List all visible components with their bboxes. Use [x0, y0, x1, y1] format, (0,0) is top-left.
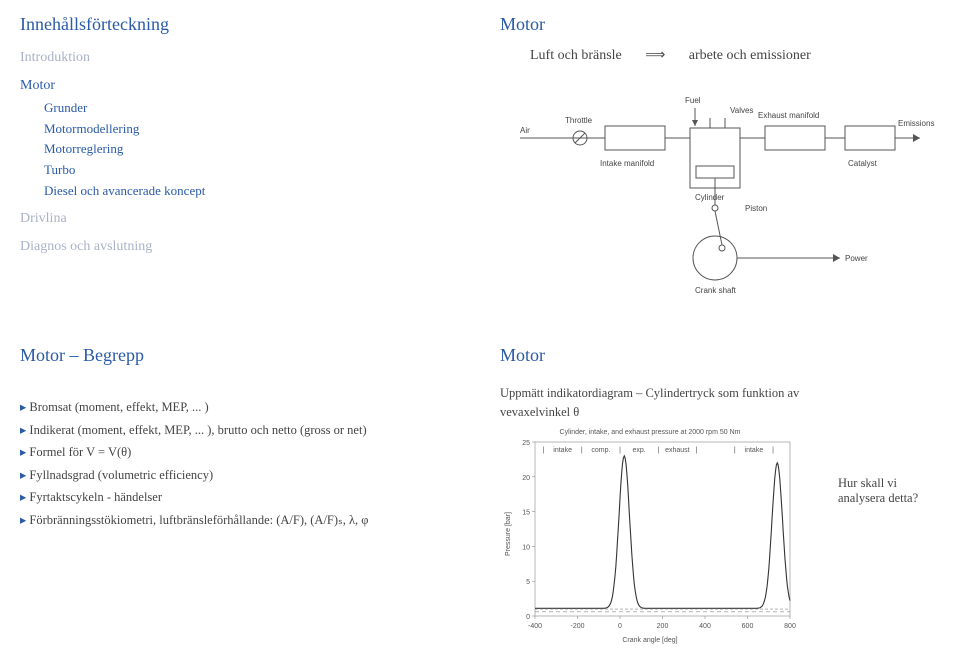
bullets-list: Bromsat (moment, effekt, MEP, ... )Indik… — [20, 396, 460, 531]
bullet-item: Indikerat (moment, effekt, MEP, ... ), b… — [20, 419, 460, 442]
svg-text:|: | — [772, 447, 774, 454]
bullet-item: Förbränningsstökiometri, luftbränsleförh… — [20, 509, 460, 532]
toc-item: Turbo — [44, 160, 460, 181]
svg-text:Pressure [bar]: Pressure [bar] — [505, 512, 512, 556]
bullet-item: Formel för V = V(θ) — [20, 441, 460, 464]
engine-schematic: Air Throttle Intake manifold Fuel Valves Cyli… — [500, 78, 940, 318]
svg-text:|: | — [734, 447, 736, 454]
svg-text:800: 800 — [784, 623, 796, 630]
svg-text:-200: -200 — [570, 623, 584, 630]
svg-text:|: | — [696, 447, 698, 454]
svg-text:comp.: comp. — [591, 447, 610, 454]
toc-item: Introduktion — [20, 47, 460, 69]
quadrant-begrepp: Motor – Begrepp Bromsat (moment, effekt,… — [0, 331, 480, 662]
begrepp-title: Motor – Begrepp — [20, 345, 460, 366]
toc-item: Diagnos och avslutning — [20, 236, 460, 258]
svg-text:600: 600 — [742, 623, 754, 630]
toc-title: Innehållsförteckning — [20, 14, 460, 35]
bullet-item: Fyllnadsgrad (volumetric efficiency) — [20, 464, 460, 487]
toc-item: Drivlina — [20, 208, 460, 230]
svg-text:20: 20 — [522, 475, 530, 482]
chart-caption-2-text: vevaxelvinkel θ — [500, 405, 579, 419]
svg-text:Fuel: Fuel — [685, 96, 701, 105]
chart-slide-title: Motor — [500, 345, 940, 366]
toc-item: Motorreglering — [44, 139, 460, 160]
chart-caption-2: vevaxelvinkel θ — [500, 405, 830, 420]
svg-text:Air: Air — [520, 126, 530, 135]
svg-text:Intake manifold: Intake manifold — [600, 159, 654, 168]
motor-title: Motor — [500, 14, 940, 35]
bullet-item: Bromsat (moment, effekt, MEP, ... ) — [20, 396, 460, 419]
toc-item: Grunder — [44, 98, 460, 119]
svg-text:5: 5 — [526, 579, 530, 586]
svg-text:exp.: exp. — [633, 447, 646, 454]
svg-text:|: | — [619, 447, 621, 454]
svg-text:Exhaust manifold: Exhaust manifold — [758, 111, 819, 120]
svg-text:Throttle: Throttle — [565, 116, 593, 125]
svg-text:Crank angle [deg]: Crank angle [deg] — [622, 637, 677, 644]
svg-text:Emissions: Emissions — [898, 119, 934, 128]
svg-text:|: | — [657, 447, 659, 454]
svg-text:exhaust: exhaust — [665, 447, 690, 454]
formula-right: arbete och emissioner — [689, 48, 811, 63]
svg-text:intake: intake — [745, 447, 764, 454]
svg-text:|: | — [581, 447, 583, 454]
pressure-chart: Cylinder, intake, and exhaust pressure a… — [500, 424, 800, 644]
quadrant-chart: Motor Uppmätt indikatordiagram – Cylinde… — [480, 331, 960, 662]
quadrant-motor-schematic: Motor Luft och bränsle ⟹ arbete och emis… — [480, 0, 960, 331]
svg-text:intake: intake — [553, 447, 572, 454]
formula-line: Luft och bränsle ⟹ arbete och emissioner — [530, 47, 940, 64]
page: Innehållsförteckning IntroduktionMotorGr… — [0, 0, 960, 663]
svg-text:0: 0 — [526, 614, 530, 621]
toc-item: Motor — [20, 75, 460, 97]
bullet-item: Fyrtaktscykeln - händelser — [20, 486, 460, 509]
svg-text:Cylinder: Cylinder — [695, 193, 725, 202]
svg-text:-400: -400 — [528, 623, 542, 630]
chart-caption-1: Uppmätt indikatordiagram – Cylindertryck… — [500, 386, 830, 401]
svg-text:Valves: Valves — [730, 106, 753, 115]
svg-text:Piston: Piston — [745, 204, 767, 213]
toc-list: Introduktion MotorGrunderMotormodellering… — [20, 47, 460, 259]
arrow-icon: ⟹ — [645, 48, 665, 63]
svg-text:Catalyst: Catalyst — [848, 159, 878, 168]
svg-text:10: 10 — [522, 544, 530, 551]
svg-text:Crank shaft: Crank shaft — [695, 286, 737, 295]
svg-text:15: 15 — [522, 510, 530, 517]
svg-text:Power: Power — [845, 254, 868, 263]
svg-text:Cylinder, intake, and exhaust: Cylinder, intake, and exhaust pressure a… — [560, 429, 741, 436]
side-note: Hur skall vi analysera detta? — [830, 476, 940, 506]
svg-text:0: 0 — [618, 623, 622, 630]
svg-text:200: 200 — [657, 623, 669, 630]
quadrant-toc: Innehållsförteckning Introduktion MotorGr… — [0, 0, 480, 331]
svg-text:25: 25 — [522, 440, 530, 447]
formula-arrow: ⟹ — [625, 47, 685, 64]
svg-text:|: | — [543, 447, 545, 454]
toc-item: Diesel och avancerade koncept — [44, 181, 460, 202]
formula-left: Luft och bränsle — [530, 48, 622, 63]
toc-item: Motormodellering — [44, 119, 460, 140]
svg-text:400: 400 — [699, 623, 711, 630]
